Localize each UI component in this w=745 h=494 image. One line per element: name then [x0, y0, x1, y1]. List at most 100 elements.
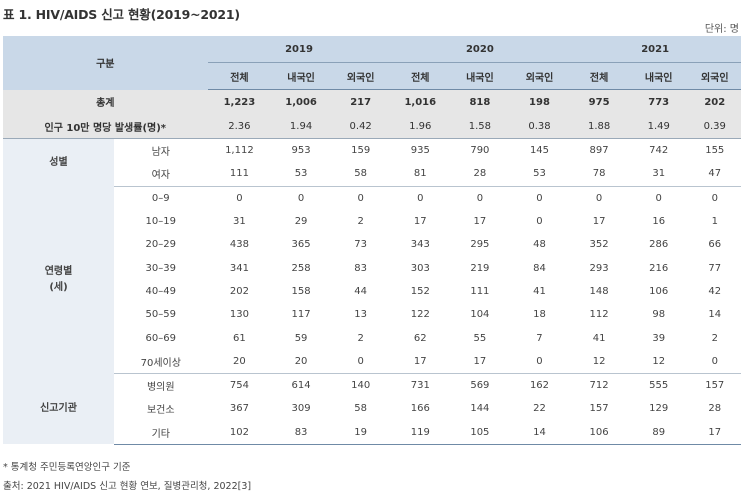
row-label: 20–29 — [145, 239, 176, 251]
cell-value: 0.39 — [688, 114, 741, 139]
table-title: 표 1. HIV/AIDS 신고 현황(2019~2021) — [3, 7, 240, 22]
table-row-age: 10–19 31 29 2 17 17 0 17 16 1 — [3, 210, 741, 233]
cell-value: 28 — [708, 403, 722, 415]
cell-value: 0 — [357, 192, 364, 204]
cell-value: 84 — [533, 262, 546, 274]
footnote-population: * 통계청 주민등록연앙인구 기준 — [3, 462, 131, 473]
cell-value: 28 — [450, 162, 510, 187]
cell-value: 309 — [291, 403, 311, 415]
cell-value: 198 — [509, 89, 570, 114]
cell-value: 104 — [470, 309, 490, 321]
row-label: 병의원 — [146, 382, 175, 394]
cell-value: 140 — [351, 380, 371, 392]
cell-value: 17 — [413, 216, 427, 228]
cell-value: 83 — [271, 420, 331, 445]
cell-value: 12 — [628, 349, 689, 374]
cell-value: 18 — [533, 309, 546, 321]
cell-value: 258 — [291, 262, 311, 274]
cell-value: 159 — [351, 145, 371, 157]
cell-value: 2 — [357, 216, 364, 228]
row-label: 남자 — [151, 147, 170, 159]
cell-value: 106 — [569, 420, 629, 445]
cell-value: 66 — [708, 239, 722, 251]
cell-value: 569 — [470, 380, 490, 392]
cell-value: 145 — [529, 145, 550, 157]
cell-value: 41 — [533, 285, 546, 297]
header-subcol: 내국인 — [271, 62, 331, 90]
group-label-agency: 신고기관 — [3, 373, 114, 445]
cell-value: 112 — [589, 309, 609, 321]
cell-value: 53 — [271, 162, 331, 187]
cell-value: 59 — [294, 332, 308, 344]
cell-value: 773 — [628, 89, 689, 114]
cell-value: 0 — [330, 349, 391, 374]
table-row-rate: 인구 10만 명당 발생률(명)* 2.36 1.94 0.42 1.96 1.… — [3, 114, 741, 139]
cell-value: 42 — [708, 285, 722, 297]
cell-value: 202 — [688, 89, 741, 114]
table-row-age: 연령별 (세) 0–9 0 0 0 0 0 0 0 0 0 — [3, 186, 741, 374]
cell-value: 166 — [410, 403, 430, 415]
cell-value: 102 — [207, 420, 272, 445]
cell-value: 14 — [509, 420, 570, 445]
cell-value: 20 — [207, 349, 272, 374]
cell-value: 44 — [354, 285, 368, 297]
table-row-age: 40–49 202 158 44 152 111 41 148 106 42 — [3, 280, 741, 303]
row-label: 기타 — [114, 420, 208, 445]
cell-value: 29 — [294, 216, 308, 228]
header-subcol: 내국인 — [628, 62, 689, 90]
cell-value: 1,016 — [390, 89, 451, 114]
cell-value: 119 — [390, 420, 451, 445]
cell-value: 897 — [589, 145, 609, 157]
group-label-age-line2: (세) — [49, 281, 68, 293]
cell-value: 111 — [207, 162, 272, 187]
row-label: 인구 10만 명당 발생률(명)* — [3, 114, 208, 139]
cell-value: 295 — [470, 239, 490, 251]
cell-value: 742 — [649, 145, 669, 157]
row-label: 60–69 — [145, 332, 176, 344]
table-row-total: 총계 1,223 1,006 217 1,016 818 198 975 773… — [3, 89, 741, 114]
cell-value: 790 — [470, 145, 490, 157]
cell-value: 144 — [470, 403, 490, 415]
cell-value: 202 — [229, 285, 249, 297]
cell-value: 53 — [509, 162, 570, 187]
row-label: 40–49 — [145, 285, 176, 297]
cell-value: 1,006 — [271, 89, 331, 114]
cell-value: 1.88 — [569, 114, 629, 139]
cell-value: 17 — [450, 349, 510, 374]
cell-value: 754 — [229, 380, 249, 392]
cell-value: 0.38 — [509, 114, 570, 139]
cell-value: 148 — [589, 285, 609, 297]
cell-value: 19 — [330, 420, 391, 445]
row-label: 30–39 — [145, 262, 176, 274]
header-subcol: 외국인 — [509, 62, 570, 90]
cell-value: 438 — [229, 239, 249, 251]
cell-value: 0 — [476, 192, 484, 204]
cell-value: 216 — [649, 262, 669, 274]
row-label: 여자 — [114, 162, 208, 187]
cell-value: 83 — [354, 262, 368, 274]
cell-value: 20 — [271, 349, 331, 374]
cell-value: 17 — [592, 216, 606, 228]
cell-value: 1.94 — [271, 114, 331, 139]
header-year-2021: 2021 — [569, 36, 741, 63]
cell-value: 341 — [229, 262, 249, 274]
header-year-2019: 2019 — [207, 36, 391, 63]
cell-value: 17 — [688, 420, 741, 445]
cell-value: 1.96 — [390, 114, 451, 139]
cell-value: 343 — [410, 239, 430, 251]
cell-value: 293 — [589, 262, 609, 274]
cell-value: 303 — [410, 262, 430, 274]
cell-value: 1,223 — [207, 89, 272, 114]
cell-value: 117 — [291, 309, 311, 321]
cell-value: 89 — [628, 420, 689, 445]
cell-value: 0 — [297, 192, 305, 204]
footnote-source: 출처: 2021 HIV/AIDS 신고 현황 연보, 질병관리청, 2022[… — [3, 481, 252, 492]
cell-value: 818 — [450, 89, 510, 114]
cell-value: 17 — [473, 216, 487, 228]
group-label-gender: 성별 — [3, 138, 114, 187]
cell-value: 41 — [592, 332, 606, 344]
cell-value: 2 — [711, 332, 718, 344]
cell-value: 935 — [410, 145, 430, 157]
header-subcol: 외국인 — [688, 62, 741, 90]
cell-value: 0 — [536, 216, 543, 228]
